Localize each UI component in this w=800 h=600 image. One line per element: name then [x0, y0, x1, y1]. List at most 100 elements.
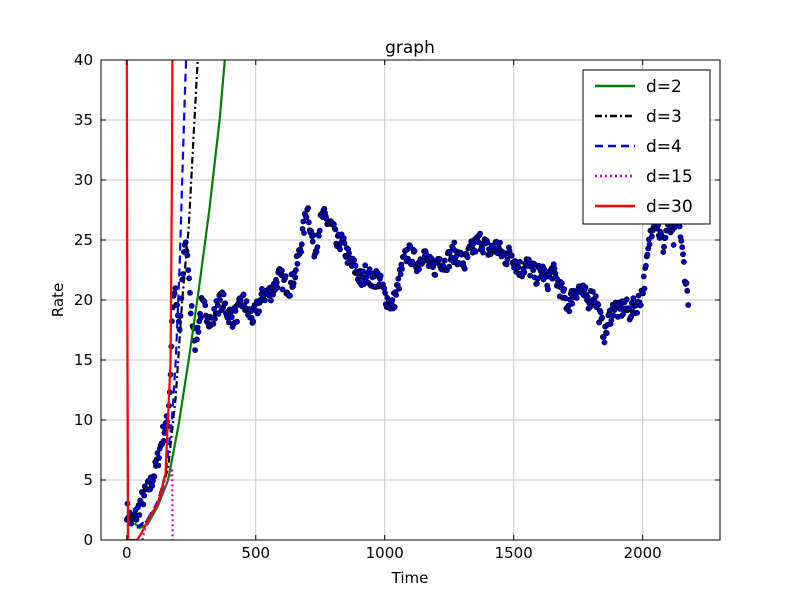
data-point: [475, 239, 482, 246]
lines-layer: [125, 60, 226, 540]
data-point: [559, 280, 565, 286]
legend-label: d=30: [646, 197, 693, 217]
data-point: [504, 256, 511, 263]
data-point: [346, 250, 352, 256]
legend: d=2 d=3 d=4 d=15 d=30: [582, 69, 711, 225]
data-point: [214, 302, 221, 309]
data-point: [240, 291, 247, 298]
legend-label: d=15: [646, 167, 693, 187]
data-point: [382, 290, 388, 296]
data-point: [217, 296, 223, 303]
data-point: [503, 261, 510, 268]
data-point: [225, 319, 232, 326]
data-point: [362, 262, 369, 269]
data-point: [250, 318, 257, 325]
data-point: [393, 291, 399, 298]
data-point: [644, 251, 651, 258]
series-line-d-30: [125, 60, 174, 540]
data-point: [279, 286, 286, 293]
data-point: [243, 298, 250, 304]
data-point: [222, 300, 229, 307]
y-tick-label: 35: [74, 111, 93, 129]
data-point: [603, 330, 610, 336]
data-point: [332, 226, 339, 233]
data-point: [626, 305, 632, 311]
data-point: [597, 309, 604, 316]
data-point: [278, 267, 285, 274]
data-point: [309, 238, 316, 245]
data-point: [545, 286, 551, 293]
data-point: [188, 302, 195, 309]
data-point: [411, 247, 418, 254]
data-point: [310, 232, 317, 239]
data-point: [313, 248, 320, 255]
data-point: [187, 289, 193, 296]
data-point: [160, 437, 167, 444]
data-point: [446, 263, 453, 270]
data-point: [397, 271, 404, 278]
data-point: [623, 296, 630, 303]
data-point: [267, 297, 274, 304]
data-point: [228, 314, 235, 321]
data-point: [517, 258, 523, 265]
data-point: [399, 265, 405, 272]
data-point: [661, 243, 667, 250]
data-point: [637, 301, 644, 308]
chart-title: graph: [385, 38, 435, 58]
data-point: [464, 254, 471, 261]
data-point: [220, 291, 227, 298]
data-point: [211, 315, 218, 322]
data-point: [155, 462, 162, 469]
data-point: [290, 280, 297, 287]
data-point: [432, 271, 439, 278]
data-point: [341, 240, 348, 246]
data-point: [187, 310, 194, 317]
data-point: [192, 347, 198, 353]
data-point: [282, 273, 289, 279]
data-point: [262, 297, 268, 304]
y-tick-label: 0: [83, 531, 93, 549]
data-point: [316, 227, 323, 234]
data-point: [149, 483, 156, 489]
data-point: [389, 297, 396, 303]
data-point: [534, 280, 540, 287]
data-point: [643, 262, 649, 269]
x-tick-label: 0: [122, 544, 132, 562]
data-point: [497, 239, 503, 246]
data-point: [141, 492, 147, 499]
data-point: [305, 205, 311, 211]
data-point: [315, 232, 322, 239]
data-point: [680, 251, 686, 258]
data-point: [156, 454, 162, 461]
y-tick-label: 15: [74, 351, 93, 369]
x-axis-label: Time: [391, 569, 429, 587]
data-point: [662, 234, 669, 241]
data-point: [171, 290, 178, 296]
data-point: [360, 268, 366, 275]
data-point: [193, 336, 200, 343]
data-point: [340, 235, 347, 241]
data-point: [298, 248, 304, 255]
data-point: [140, 501, 147, 508]
data-point: [195, 329, 202, 335]
data-point: [679, 244, 686, 251]
data-point: [305, 219, 312, 226]
data-point: [590, 288, 596, 295]
data-point: [416, 266, 422, 273]
legend-box: [582, 69, 711, 225]
data-point: [210, 320, 217, 327]
data-point: [292, 267, 299, 273]
data-point: [551, 265, 558, 272]
data-point: [582, 284, 589, 291]
legend-label: d=4: [646, 137, 682, 157]
data-point: [573, 294, 580, 301]
data-point: [595, 301, 602, 308]
data-point: [641, 285, 648, 292]
data-point: [593, 293, 599, 300]
data-point: [234, 318, 240, 325]
data-point: [151, 473, 158, 480]
data-point: [640, 290, 646, 297]
data-point: [215, 310, 222, 317]
data-point: [608, 317, 615, 324]
data-point: [630, 295, 637, 302]
